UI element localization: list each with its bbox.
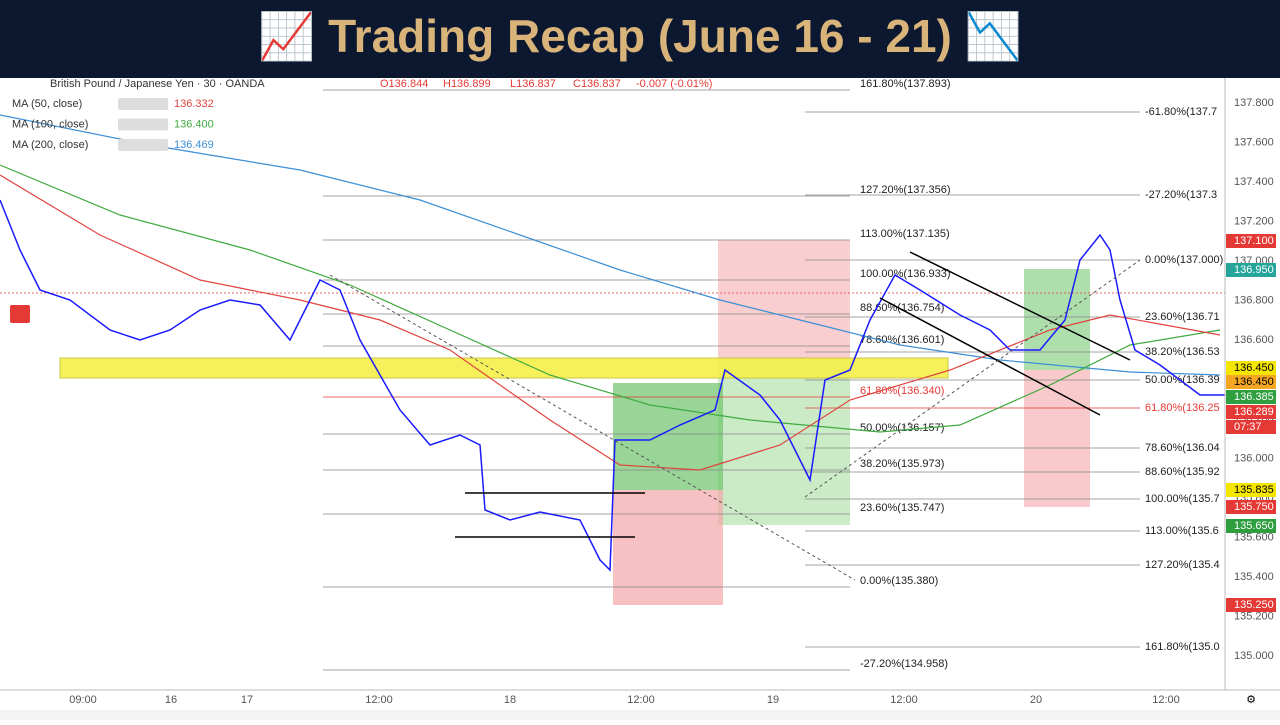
indicator-icons — [118, 98, 168, 110]
fib-label: 61.80%(136.340) — [860, 385, 944, 397]
price-tag-label: 07:37 — [1234, 421, 1262, 433]
price-tag — [1226, 420, 1276, 434]
record-button[interactable] — [10, 305, 30, 323]
ohlc: O136.844 — [380, 78, 428, 90]
fib-label: 161.80%(137.893) — [860, 78, 951, 90]
banner-title: 📈 Trading Recap (June 16 - 21) 📉 — [258, 10, 1022, 63]
channel — [455, 251, 1131, 538]
price-tag-label: 135.835 — [1234, 484, 1274, 496]
fib-label: 0.00%(137.000) — [1145, 254, 1223, 266]
time-label: 12:00 — [1152, 694, 1180, 706]
price-tag-label: 135.650 — [1234, 520, 1274, 532]
price-label: 136.800 — [1234, 294, 1274, 306]
price-tag — [1226, 234, 1276, 248]
price-tag — [1226, 483, 1276, 497]
price-tag — [1226, 263, 1276, 277]
price-label: 135.200 — [1234, 610, 1274, 622]
fib-label: 78.60%(136.04 — [1145, 442, 1220, 454]
price-tag — [1226, 500, 1276, 514]
price-label: 137.800 — [1234, 97, 1274, 109]
banner — [0, 0, 1280, 78]
time-label: 20 — [1030, 694, 1042, 706]
moving-averages — [0, 114, 1221, 471]
price-tag — [1226, 519, 1276, 533]
fib-levels: 161.80%(137.893) 127.20%(137.356) 113.00%(… — [323, 78, 1223, 671]
fib-label: 50.00%(136.39 — [1145, 374, 1220, 386]
price-tag-label: 135.750 — [1234, 501, 1274, 513]
fib-label: 88.60%(135.92 — [1145, 466, 1220, 478]
fib-label: 38.20%(135.973) — [860, 458, 944, 470]
chart-header: British Pound / Japanese Yen · 30 · OAND… — [50, 78, 712, 90]
indicator-icons — [118, 118, 168, 131]
fib-label: 100.00%(136.933) — [860, 268, 951, 280]
indicator-label: MA (100, close) — [12, 118, 88, 130]
fib-label: 23.60%(135.747) — [860, 502, 944, 514]
price-tag-label: 136.450 — [1234, 376, 1274, 388]
fib-label: 113.00%(135.6 — [1145, 525, 1219, 537]
symbol: British Pound / Japanese Yen · 30 · OAND… — [50, 78, 265, 90]
fib-label: 23.60%(136.71 — [1145, 311, 1220, 323]
price-tag — [1226, 405, 1276, 419]
ohlc: -0.007 (-0.01%) — [636, 78, 712, 90]
fib-label: -27.20%(134.958) — [860, 658, 948, 670]
price-label: 135.600 — [1234, 531, 1274, 543]
fib-label: 78.60%(136.601) — [860, 334, 944, 346]
price-tag-label: 136.450 — [1234, 362, 1274, 374]
fib-label: 161.80%(135.0 — [1145, 641, 1220, 653]
fib-label: 38.20%(136.53 — [1145, 346, 1220, 358]
time-label: 12:00 — [627, 694, 655, 706]
fib-label: 127.20%(137.356) — [860, 184, 951, 196]
fib-label: 61.80%(136.25 — [1145, 402, 1220, 414]
time-label: 18 — [504, 694, 516, 706]
fib-label: 0.00%(135.380) — [860, 575, 938, 587]
time-label: 17 — [241, 694, 253, 706]
fib-label: 88.60%(136.754) — [860, 302, 944, 314]
fib-label: 127.20%(135.4 — [1145, 559, 1220, 571]
time-label: 12:00 — [890, 694, 918, 706]
ohlc: L136.837 — [510, 78, 556, 90]
fib-label: -27.20%(137.3 — [1145, 189, 1217, 201]
price-label: 137.200 — [1234, 215, 1274, 227]
price-label: 136.600 — [1234, 334, 1274, 346]
fib-label: -61.80%(137.7 — [1145, 106, 1217, 118]
fib-label: 113.00%(137.135) — [860, 228, 950, 240]
price-label: 137.400 — [1234, 176, 1274, 188]
price-tag — [1226, 390, 1276, 404]
ohlc: H136.899 — [443, 78, 491, 90]
indicator-value: 136.332 — [174, 98, 214, 110]
fib-label: 50.00%(136.157) — [860, 422, 944, 434]
indicator-value: 136.469 — [174, 139, 214, 151]
indicator-value: 136.400 — [174, 118, 214, 130]
time-label: 19 — [767, 694, 779, 706]
indicator-label: MA (200, close) — [12, 139, 88, 151]
price-label: 136.000 — [1234, 452, 1274, 464]
price-tag-label: 136.289 — [1234, 406, 1274, 418]
time-label: 12:00 — [365, 694, 393, 706]
price-tag-label: 137.100 — [1234, 235, 1274, 247]
price-line — [0, 199, 1225, 572]
price-label: 135.400 — [1234, 571, 1274, 583]
settings-icon[interactable]: ⚙ — [1246, 694, 1256, 706]
price-tag-label: 136.385 — [1234, 391, 1274, 403]
price-tag-label: 136.950 — [1234, 264, 1274, 276]
price-tag — [1226, 375, 1276, 389]
price-label: 135.000 — [1234, 650, 1274, 662]
time-label: 16 — [165, 694, 177, 706]
price-tag-label: 135.250 — [1234, 599, 1274, 611]
ohlc: C136.837 — [573, 78, 621, 90]
indicator-label: MA (50, close) — [12, 98, 82, 110]
indicator-icons — [118, 139, 168, 151]
fib-label: 100.00%(135.7 — [1145, 493, 1220, 505]
time-label: 09:00 — [69, 694, 97, 706]
price-tag — [1226, 598, 1276, 612]
price-tag — [1226, 361, 1276, 375]
price-label: 137.600 — [1234, 136, 1274, 148]
